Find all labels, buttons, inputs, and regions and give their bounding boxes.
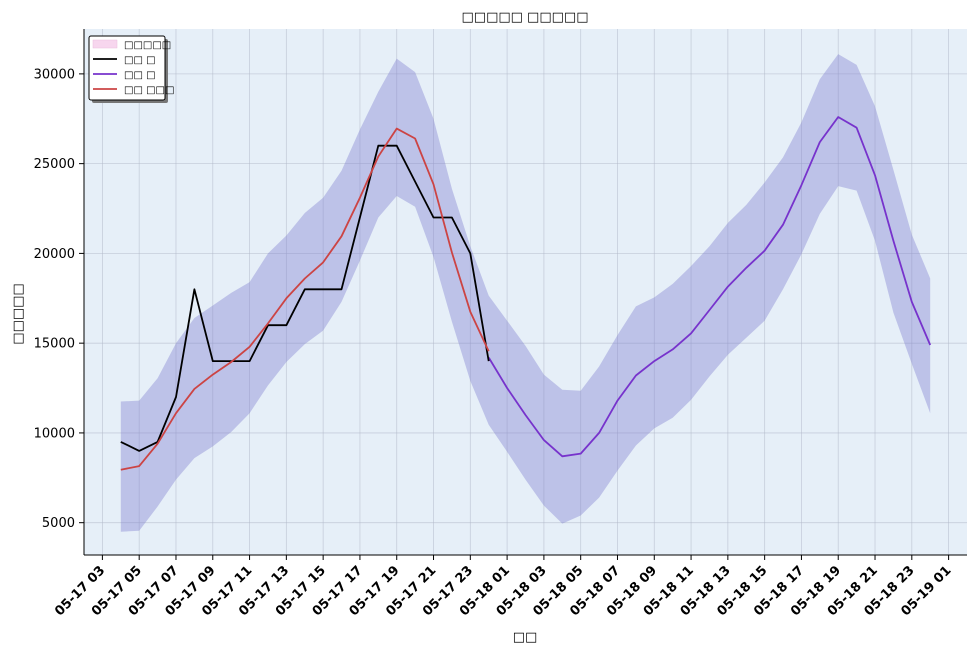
series-layer bbox=[120, 116, 932, 471]
grid bbox=[84, 29, 967, 555]
series-line-0 bbox=[120, 144, 490, 452]
y-ticks: 5000 10000 15000 20000 25000 30000 bbox=[34, 67, 84, 531]
confidence-band bbox=[120, 54, 931, 532]
band-layer bbox=[120, 54, 931, 532]
plot-area bbox=[84, 29, 967, 555]
axes bbox=[83, 29, 967, 556]
legend-label-series-2: □□ □□□ bbox=[124, 85, 174, 96]
y-tick-label-3: 20000 bbox=[34, 247, 75, 262]
legend: □□□□□ □□ □ □□ □ □□ □□□ bbox=[88, 35, 174, 103]
series-line-1 bbox=[487, 116, 932, 458]
y-tick-label-5: 30000 bbox=[34, 67, 75, 82]
y-tick-label-4: 25000 bbox=[34, 157, 75, 172]
legend-label-series-1: □□ □ bbox=[124, 70, 156, 81]
y-tick-label-0: 5000 bbox=[42, 516, 75, 531]
legend-label-series-0: □□ □ bbox=[124, 55, 156, 66]
series-line-2 bbox=[120, 127, 490, 471]
chart-title: □□□□□ □□□□□ bbox=[462, 10, 589, 25]
legend-swatch-band bbox=[92, 39, 118, 49]
legend-box bbox=[88, 35, 166, 101]
y-tick-label-1: 10000 bbox=[34, 426, 75, 441]
x-axis-label: □□ bbox=[513, 630, 538, 645]
y-axis-label: □□□□□ bbox=[11, 283, 26, 344]
legend-label-band: □□□□□ bbox=[124, 40, 171, 51]
y-tick-label-2: 15000 bbox=[34, 337, 75, 352]
